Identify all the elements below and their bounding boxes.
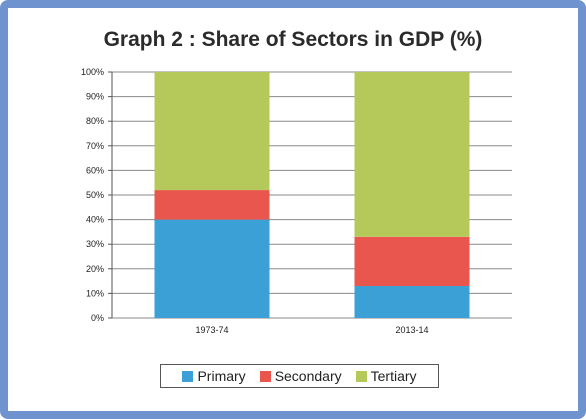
x-tick-label: 1973-74 [195,325,228,335]
bar-segment-primary [354,286,470,318]
legend-label: Primary [197,368,246,384]
y-tick-label: 100% [81,67,104,77]
legend-swatch [182,370,194,382]
y-tick-label: 80% [86,116,104,126]
legend-swatch [355,370,367,382]
legend-item-secondary: Secondary [259,368,342,384]
y-tick-label: 60% [86,165,104,175]
bar-segment-tertiary [354,72,470,237]
axes: 0% 10% 20% 30% 40% 50% 60% 70% 80% 90% 100% 1973-74… [81,67,429,335]
y-tick-label: 20% [86,264,104,274]
chart-title: Graph 2 : Share of Sectors in GDP (%) [103,28,483,51]
legend-item-tertiary: Tertiary [355,368,417,384]
legend-label: Tertiary [370,368,417,384]
legend-label: Secondary [274,368,342,384]
chart-legend: Primary Secondary Tertiary [160,364,439,388]
y-tick-label: 0% [91,313,104,323]
bar-segment-tertiary [154,72,270,191]
y-tick-label: 10% [86,288,104,298]
bar-segment-primary [154,219,270,318]
legend-item-primary: Primary [182,368,246,384]
legend-swatch [259,370,271,382]
y-tick-label: 90% [86,92,104,102]
x-tick-label: 2013-14 [395,325,428,335]
y-tick-label: 50% [86,190,104,200]
y-tick-label: 30% [86,239,104,249]
bars [154,72,470,318]
bar-segment-secondary [354,236,470,287]
y-tick-label: 40% [86,215,104,225]
y-tick-label: 70% [86,141,104,151]
bar-segment-secondary [154,190,270,220]
